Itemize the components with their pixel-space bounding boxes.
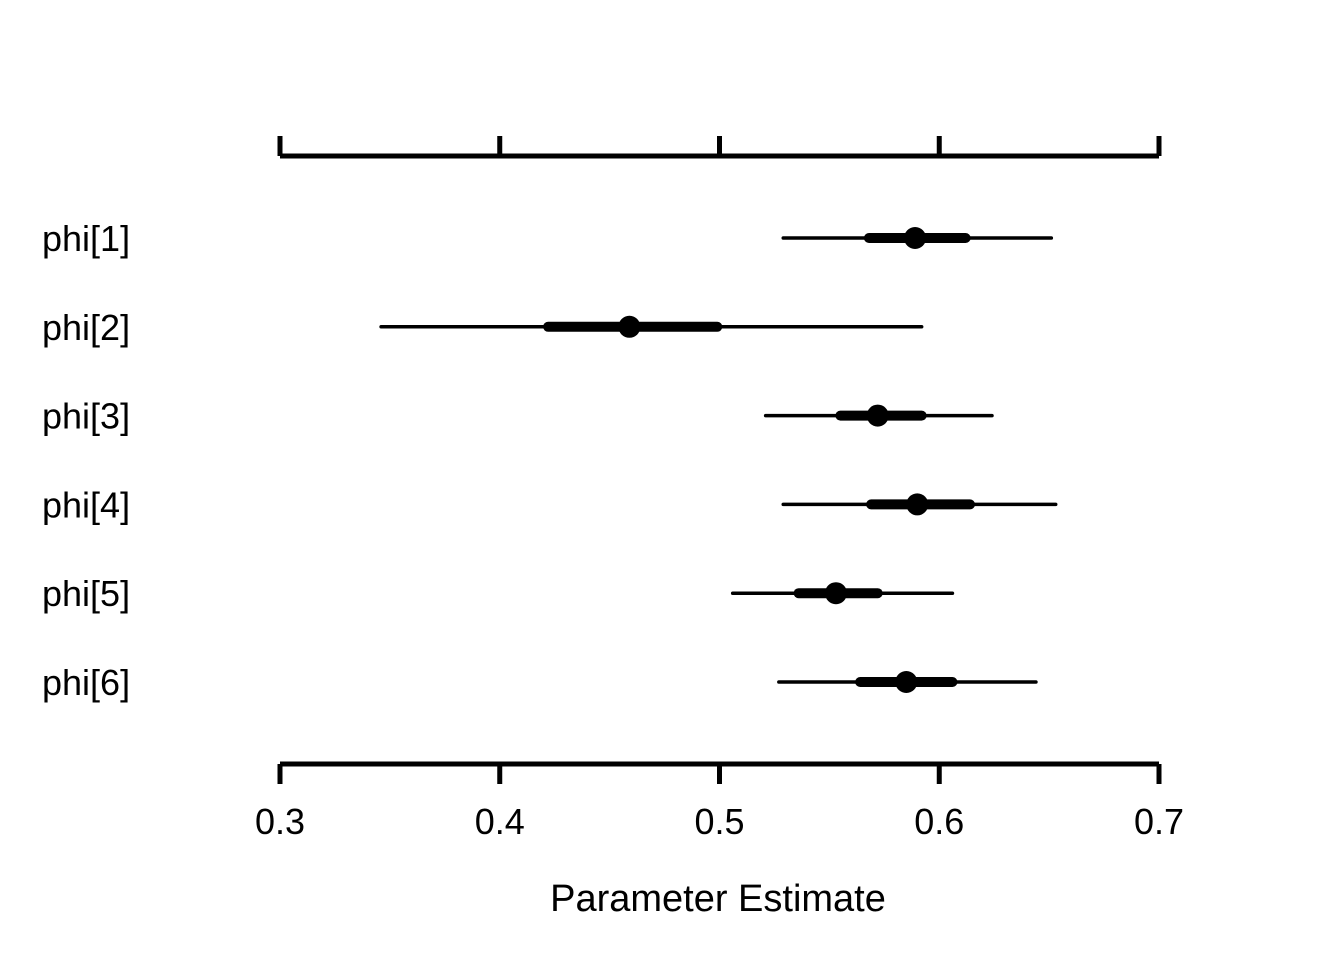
- point-estimate: [904, 227, 927, 249]
- x-tick-label: 0.3: [255, 801, 305, 842]
- parameter-label: phi[1]: [42, 218, 130, 259]
- point-estimate: [618, 315, 641, 338]
- parameter-row: phi[3]: [42, 396, 994, 437]
- x-tick-label: 0.4: [475, 801, 525, 842]
- parameter-label: phi[3]: [42, 396, 130, 437]
- point-estimate: [906, 493, 929, 516]
- parameter-label: phi[2]: [42, 307, 130, 348]
- parameter-rows: phi[1] phi[2] phi[3] phi[4] phi[5] phi[6]: [42, 218, 1058, 703]
- parameter-row: phi[2]: [42, 307, 924, 348]
- top-axis: [277, 136, 1162, 159]
- parameter-row: phi[6]: [42, 662, 1038, 703]
- parameter-label: phi[4]: [42, 484, 130, 525]
- point-estimate: [895, 671, 918, 693]
- parameter-label: phi[5]: [42, 573, 130, 614]
- parameter-label: phi[6]: [42, 662, 130, 703]
- parameter-row: phi[5]: [42, 573, 955, 614]
- point-estimate: [866, 404, 889, 427]
- point-estimate: [824, 582, 847, 605]
- x-tick-label: 0.6: [914, 801, 964, 842]
- parameter-row: phi[4]: [42, 484, 1058, 525]
- x-axis-title: Parameter Estimate: [550, 878, 886, 920]
- bottom-axis: 0.3 0.4 0.5 0.6 0.7: [255, 761, 1184, 842]
- x-tick-label: 0.7: [1134, 801, 1184, 842]
- parameter-row: phi[1]: [42, 218, 1054, 259]
- x-tick-label: 0.5: [694, 801, 744, 842]
